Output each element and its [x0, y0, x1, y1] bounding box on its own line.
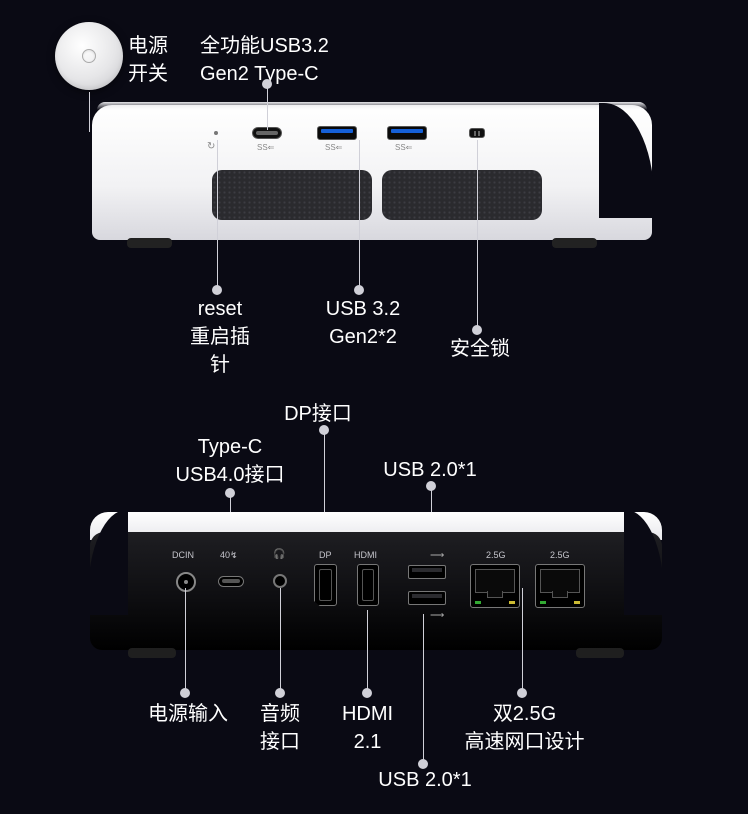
reset-pinhole-icon	[214, 131, 218, 135]
callout-dot	[180, 688, 190, 698]
hdmi-port-icon	[357, 564, 379, 606]
callout-line	[522, 588, 523, 693]
label-dcin: 电源输入	[128, 700, 248, 728]
label-hdmi: HDMI 2.1	[330, 700, 405, 756]
callout-dot	[354, 285, 364, 295]
silk-usb-top: ⟶	[430, 550, 444, 561]
rj45-1-icon	[470, 564, 520, 608]
label-lan: 双2.5G 高速网口设计	[452, 700, 597, 756]
callout-dot	[319, 425, 329, 435]
callout-line	[217, 140, 218, 290]
power-button-icon	[55, 22, 123, 90]
silk-ss-1: SS⇐	[325, 143, 342, 152]
callout-dot	[225, 488, 235, 498]
callout-line	[423, 614, 424, 764]
silk-dp: DP	[319, 550, 332, 560]
callout-dot	[262, 79, 272, 89]
vent-left-icon	[212, 170, 372, 220]
silk-ss-c: SS⇐	[257, 143, 274, 152]
dcin-port-icon	[176, 572, 196, 592]
label-reset: reset 重启插针	[185, 295, 255, 379]
callout-dot	[275, 688, 285, 698]
label-back-typec: Type-C USB4.0接口	[165, 433, 295, 489]
silk-hdmi: HDMI	[354, 550, 377, 560]
label-usb-bot: USB 2.0*1	[370, 766, 480, 794]
callout-dot	[517, 688, 527, 698]
callout-dot	[472, 325, 482, 335]
usb20-bot-icon	[408, 591, 446, 605]
security-lock-icon	[469, 128, 485, 138]
silk-headphone: 🎧	[273, 549, 285, 560]
back-typec-port-icon	[218, 576, 244, 587]
label-dp: DP接口	[278, 400, 358, 428]
silk-lan1: 2.5G	[486, 550, 506, 560]
label-usb-top: USB 2.0*1	[375, 456, 485, 484]
usb-a-port-2-icon	[387, 126, 427, 140]
callout-line	[367, 610, 368, 693]
label-lock: 安全锁	[445, 335, 515, 363]
usb-a-port-1-icon	[317, 126, 357, 140]
silk-reset: ↻	[207, 141, 215, 152]
label-usb32: USB 3.2 Gen2*2	[318, 295, 408, 351]
dp-port-icon	[314, 564, 337, 606]
device-front: ↻ SS⇐ SS⇐ SS⇐	[92, 105, 652, 240]
label-power: 电源 开关	[128, 32, 168, 88]
callout-dot	[212, 285, 222, 295]
device-back: DCIN 40↯ 🎧 DP HDMI ⟶ ⟶ 2.5G 2.5G	[90, 512, 662, 660]
silk-dcin: DCIN	[172, 550, 194, 560]
silk-usb-bot: ⟶	[430, 610, 444, 621]
silk-lan2: 2.5G	[550, 550, 570, 560]
callout-line	[267, 84, 268, 130]
callout-line	[89, 92, 90, 132]
callout-line	[280, 588, 281, 693]
callout-line	[477, 140, 478, 330]
rj45-2-icon	[535, 564, 585, 608]
silk-ss-2: SS⇐	[395, 143, 412, 152]
callout-line	[359, 140, 360, 290]
callout-line	[185, 588, 186, 693]
callout-dot	[426, 481, 436, 491]
usb20-top-icon	[408, 565, 446, 579]
audio-jack-icon	[273, 574, 287, 588]
silk-40g: 40↯	[220, 550, 238, 561]
callout-dot	[362, 688, 372, 698]
vent-right-icon	[382, 170, 542, 220]
label-audio: 音频 接口	[250, 700, 310, 756]
